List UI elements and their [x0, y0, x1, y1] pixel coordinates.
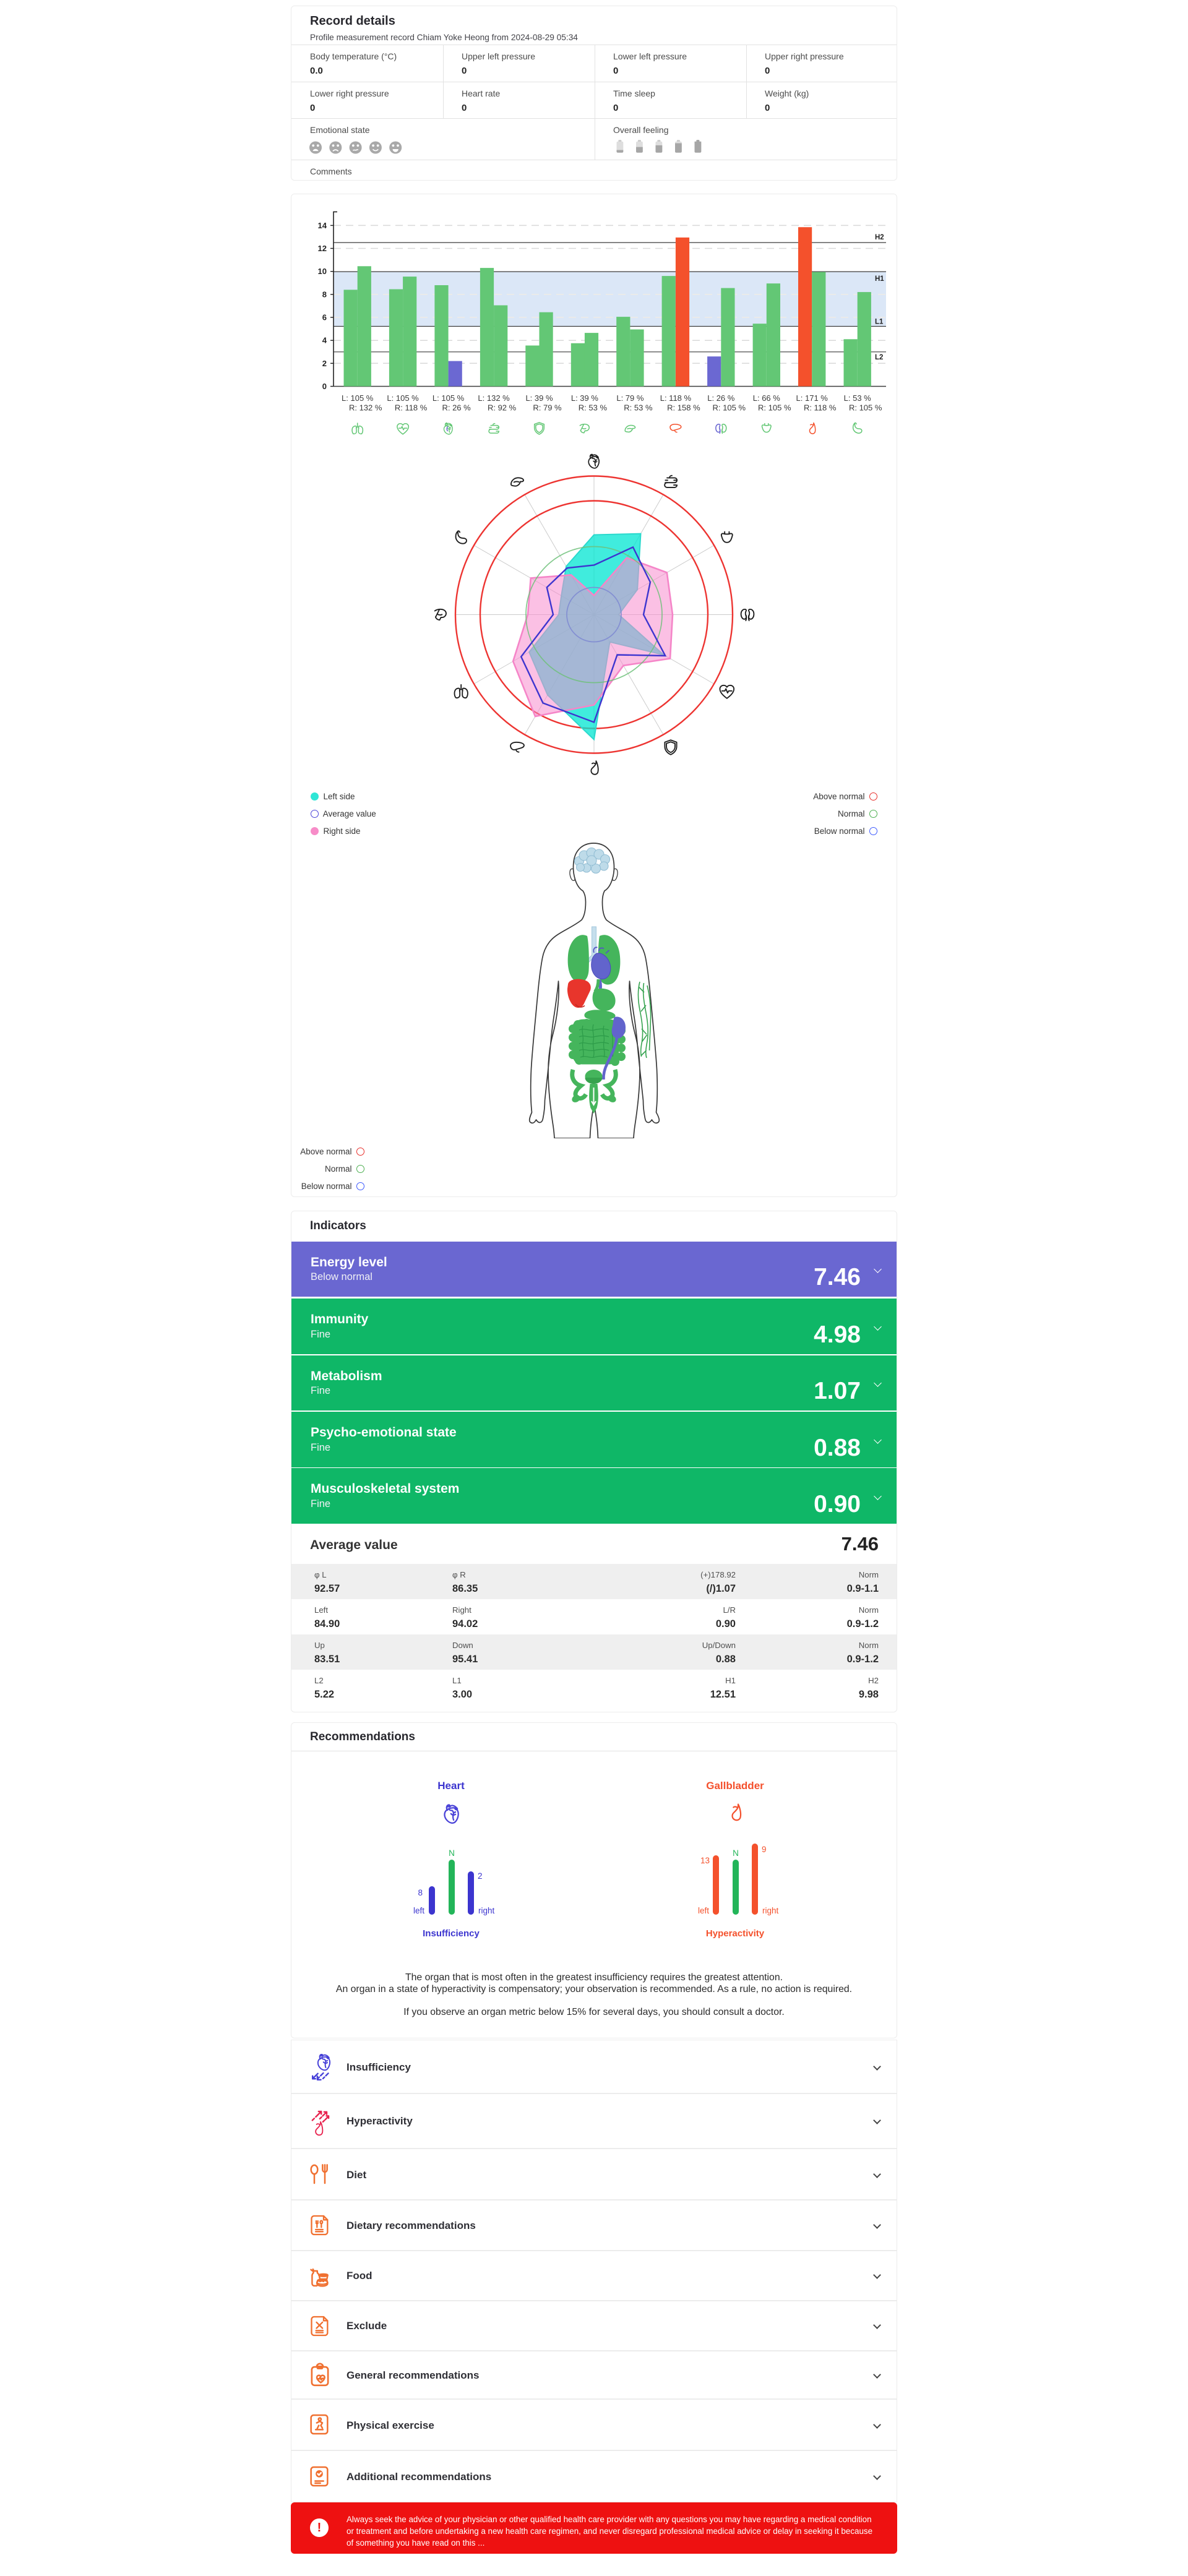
svg-text:R: 79 %: R: 79 % — [533, 403, 562, 413]
svg-text:2: 2 — [322, 359, 327, 368]
svg-text:L: 132 %: L: 132 % — [478, 393, 510, 403]
svg-text:L: 118 %: L: 118 % — [660, 393, 692, 403]
svg-text:R: 132 %: R: 132 % — [349, 403, 382, 413]
svg-text:L: 53 %: L: 53 % — [844, 393, 872, 403]
svg-text:10: 10 — [318, 267, 327, 276]
svg-text:R: 105 %: R: 105 % — [849, 403, 882, 413]
svg-text:6: 6 — [322, 313, 327, 322]
svg-text:L: 26 %: L: 26 % — [707, 393, 735, 403]
svg-text:14: 14 — [318, 221, 327, 230]
svg-text:H1: H1 — [875, 275, 884, 283]
svg-text:R: 53 %: R: 53 % — [624, 403, 653, 413]
svg-text:L: 105 %: L: 105 % — [387, 393, 419, 403]
svg-text:L: 105 %: L: 105 % — [433, 393, 465, 403]
svg-text:R: 158 %: R: 158 % — [667, 403, 700, 413]
svg-text:0: 0 — [322, 382, 327, 391]
svg-text:L2: L2 — [875, 354, 883, 361]
svg-text:L: 39 %: L: 39 % — [525, 393, 553, 403]
svg-text:12: 12 — [318, 244, 327, 253]
svg-text:L: 105 %: L: 105 % — [342, 393, 374, 403]
svg-text:L: 66 %: L: 66 % — [753, 393, 781, 403]
svg-text:8: 8 — [322, 290, 327, 299]
svg-text:R: 92 %: R: 92 % — [488, 403, 517, 413]
svg-text:R: 118 %: R: 118 % — [804, 403, 837, 413]
svg-text:L: 79 %: L: 79 % — [616, 393, 644, 403]
svg-text:R: 118 %: R: 118 % — [395, 403, 428, 413]
svg-text:4: 4 — [322, 336, 327, 345]
svg-text:H2: H2 — [875, 234, 884, 241]
svg-text:L: 39 %: L: 39 % — [571, 393, 599, 403]
svg-text:R: 26 %: R: 26 % — [442, 403, 471, 413]
svg-text:L: 171 %: L: 171 % — [796, 393, 829, 403]
svg-text:R: 105 %: R: 105 % — [758, 403, 791, 413]
svg-text:R: 53 %: R: 53 % — [579, 403, 608, 413]
svg-text:R: 105 %: R: 105 % — [713, 403, 746, 413]
svg-text:L1: L1 — [875, 319, 884, 326]
